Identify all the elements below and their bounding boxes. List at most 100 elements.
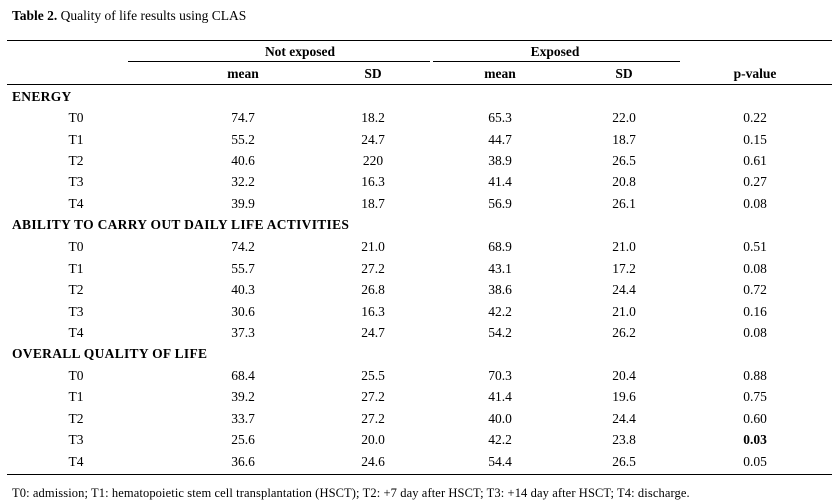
header-mean-exposed: mean	[484, 66, 516, 81]
mean-exposed: 42.2	[488, 432, 512, 447]
row-label: T0	[68, 239, 84, 254]
sd-exposed: 26.5	[612, 454, 636, 469]
section-daily-activities: ABILITY TO CARRY OUT DAILY LIFE ACTIVITI…	[12, 217, 350, 232]
p-value-significant: 0.03	[743, 432, 767, 447]
sd-exposed: 23.8	[612, 432, 636, 447]
p-value: 0.16	[743, 304, 767, 319]
p-value: 0.08	[743, 325, 767, 340]
mean-not-exposed: 33.7	[231, 411, 255, 426]
row-label: T1	[68, 389, 84, 404]
p-value: 0.27	[743, 174, 767, 189]
mean-not-exposed: 55.7	[231, 261, 255, 276]
table-row: T0 68.4 25.5 70.3 20.4 0.88	[0, 368, 838, 384]
header-not-exposed: Not exposed	[264, 44, 336, 59]
p-value: 0.15	[743, 132, 767, 147]
sd-exposed: 22.0	[612, 110, 636, 125]
mean-exposed: 44.7	[488, 132, 512, 147]
mean-not-exposed: 25.6	[231, 432, 255, 447]
p-value: 0.05	[743, 454, 767, 469]
row-label: T2	[68, 411, 84, 426]
row-label: T3	[68, 432, 84, 447]
table-row: T3 30.6 16.3 42.2 21.0 0.16	[0, 304, 838, 320]
p-value: 0.60	[743, 411, 767, 426]
header-bottom-rule	[7, 84, 832, 85]
mean-exposed: 68.9	[488, 239, 512, 254]
row-label: T3	[68, 174, 84, 189]
table-row: T1 39.2 27.2 41.4 19.6 0.75	[0, 389, 838, 405]
p-value: 0.22	[743, 110, 767, 125]
row-label: T4	[68, 196, 84, 211]
section-energy: ENERGY	[12, 89, 72, 104]
table-row: T0 74.7 18.2 65.3 22.0 0.22	[0, 110, 838, 126]
sd-not-exposed: 18.2	[361, 110, 385, 125]
p-value: 0.72	[743, 282, 767, 297]
sd-not-exposed: 24.7	[361, 132, 385, 147]
mean-exposed: 38.9	[488, 153, 512, 168]
sd-exposed: 19.6	[612, 389, 636, 404]
p-value: 0.08	[743, 196, 767, 211]
mean-not-exposed: 32.2	[231, 174, 255, 189]
sd-not-exposed: 26.8	[361, 282, 385, 297]
p-value: 0.61	[743, 153, 767, 168]
mean-not-exposed: 39.9	[231, 196, 255, 211]
mean-exposed: 43.1	[488, 261, 512, 276]
sd-not-exposed: 16.3	[361, 304, 385, 319]
mean-not-exposed: 39.2	[231, 389, 255, 404]
mean-not-exposed: 30.6	[231, 304, 255, 319]
mean-exposed: 70.3	[488, 368, 512, 383]
mean-not-exposed: 36.6	[231, 454, 255, 469]
header-pvalue: p-value	[733, 66, 777, 81]
row-label: T0	[68, 110, 84, 125]
p-value: 0.75	[743, 389, 767, 404]
sd-exposed: 20.4	[612, 368, 636, 383]
p-value: 0.51	[743, 239, 767, 254]
mean-exposed: 40.0	[488, 411, 512, 426]
table-title: Table 2. Quality of life results using C…	[12, 8, 246, 24]
row-label: T1	[68, 132, 84, 147]
sd-not-exposed: 21.0	[361, 239, 385, 254]
mean-not-exposed: 74.2	[231, 239, 255, 254]
bottom-rule	[7, 474, 832, 475]
mean-exposed: 38.6	[488, 282, 512, 297]
top-rule	[7, 40, 832, 41]
sd-exposed: 24.4	[612, 282, 636, 297]
mean-not-exposed: 68.4	[231, 368, 255, 383]
table-row: T2 33.7 27.2 40.0 24.4 0.60	[0, 411, 838, 427]
table-number: Table 2.	[12, 8, 58, 23]
table-row: T3 25.6 20.0 42.2 23.8 0.03	[0, 432, 838, 448]
table-caption: Quality of life results using CLAS	[57, 8, 247, 23]
mean-not-exposed: 74.7	[231, 110, 255, 125]
table-row: T1 55.2 24.7 44.7 18.7 0.15	[0, 132, 838, 148]
row-label: T2	[68, 282, 84, 297]
table-footnote: T0: admission; T1: hematopoietic stem ce…	[12, 486, 690, 500]
table-row: T4 37.3 24.7 54.2 26.2 0.08	[0, 325, 838, 341]
p-value: 0.88	[743, 368, 767, 383]
mean-exposed: 54.2	[488, 325, 512, 340]
sd-not-exposed: 27.2	[361, 261, 385, 276]
sd-exposed: 26.2	[612, 325, 636, 340]
section-overall-quality: OVERALL QUALITY OF LIFE	[12, 346, 208, 361]
sd-exposed: 21.0	[612, 239, 636, 254]
sd-exposed: 17.2	[612, 261, 636, 276]
row-label: T0	[68, 368, 84, 383]
row-label: T3	[68, 304, 84, 319]
not-exposed-rule	[128, 61, 430, 62]
table-row: T0 74.2 21.0 68.9 21.0 0.51	[0, 239, 838, 255]
header-sd-exposed: SD	[615, 66, 633, 81]
mean-not-exposed: 40.6	[231, 153, 255, 168]
header-exposed: Exposed	[530, 44, 580, 59]
sd-not-exposed: 27.2	[361, 389, 385, 404]
table-row: T4 36.6 24.6 54.4 26.5 0.05	[0, 454, 838, 470]
p-value: 0.08	[743, 261, 767, 276]
sd-not-exposed: 220	[362, 153, 384, 168]
mean-exposed: 42.2	[488, 304, 512, 319]
mean-exposed: 41.4	[488, 174, 512, 189]
row-label: T1	[68, 261, 84, 276]
table-row: T1 55.7 27.2 43.1 17.2 0.08	[0, 261, 838, 277]
sd-exposed: 20.8	[612, 174, 636, 189]
mean-exposed: 65.3	[488, 110, 512, 125]
sd-not-exposed: 27.2	[361, 411, 385, 426]
row-label: T4	[68, 325, 84, 340]
sd-exposed: 26.1	[612, 196, 636, 211]
exposed-rule	[433, 61, 680, 62]
